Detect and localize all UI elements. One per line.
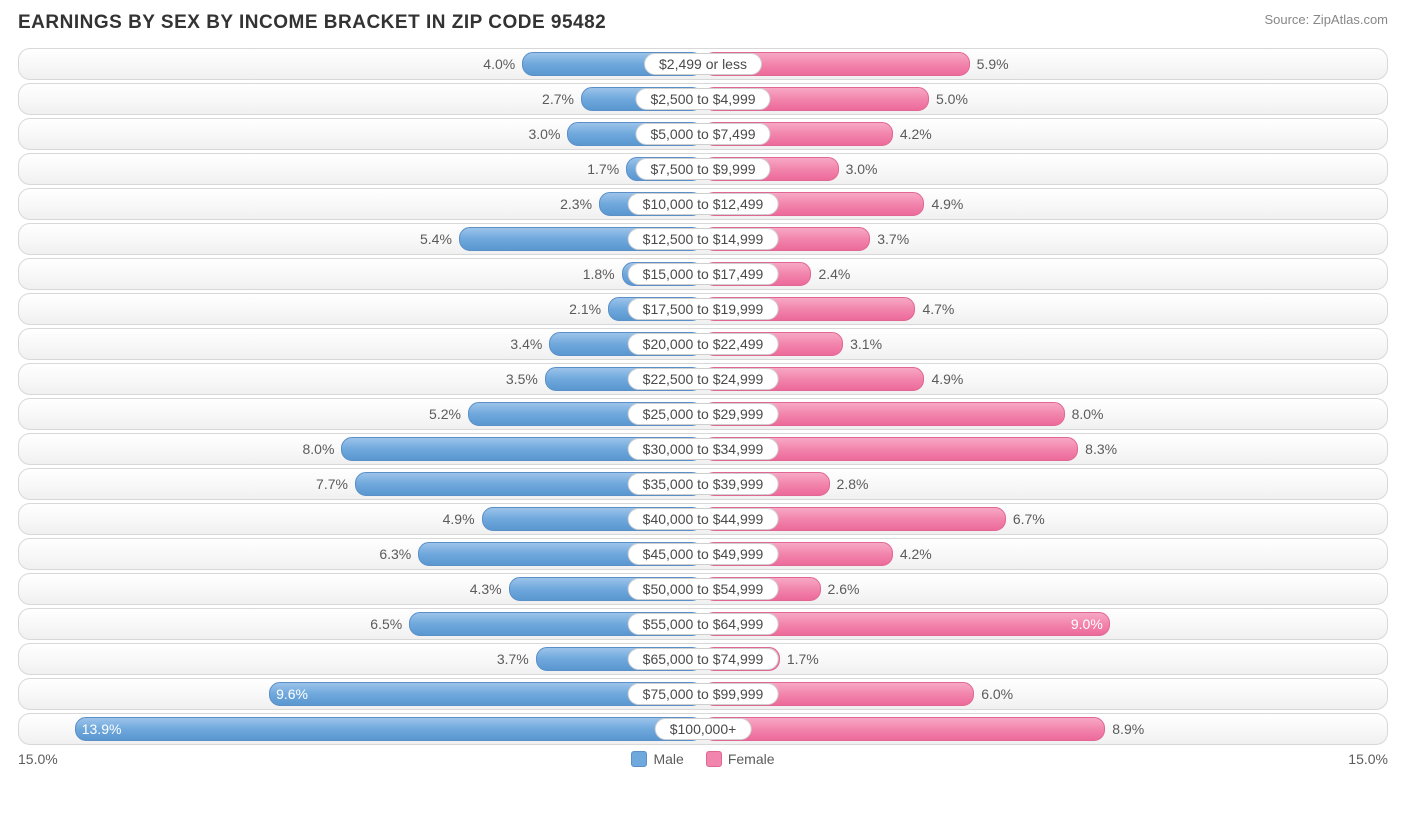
chart-row: 9.6% 6.0% $75,000 to $99,999 [18, 678, 1388, 710]
category-label: $15,000 to $17,499 [628, 263, 779, 285]
legend-female-label: Female [728, 751, 775, 767]
female-value: 8.3% [1077, 441, 1117, 457]
male-value: 1.8% [583, 266, 623, 282]
male-bar: 13.9% [75, 717, 703, 741]
category-label: $100,000+ [655, 718, 752, 740]
chart-row: 5.4% 3.7% $12,500 to $14,999 [18, 223, 1388, 255]
female-value: 2.8% [829, 476, 869, 492]
chart-row: 4.0% 5.9% $2,499 or less [18, 48, 1388, 80]
female-swatch-icon [706, 751, 722, 767]
male-value: 4.0% [483, 56, 523, 72]
category-label: $17,500 to $19,999 [628, 298, 779, 320]
male-value: 6.3% [379, 546, 419, 562]
chart-row: 3.0% 4.2% $5,000 to $7,499 [18, 118, 1388, 150]
diverging-bar-chart: 4.0% 5.9% $2,499 or less 2.7% 5.0% $2,500 to … [18, 48, 1388, 745]
chart-row: 4.3% 2.6% $50,000 to $54,999 [18, 573, 1388, 605]
chart-row: 3.5% 4.9% $22,500 to $24,999 [18, 363, 1388, 395]
female-value: 1.7% [779, 651, 819, 667]
category-label: $55,000 to $64,999 [628, 613, 779, 635]
male-value: 4.9% [443, 511, 483, 527]
chart-title: EARNINGS BY SEX BY INCOME BRACKET IN ZIP… [18, 12, 606, 34]
male-value: 8.0% [302, 441, 342, 457]
chart-row: 2.1% 4.7% $17,500 to $19,999 [18, 293, 1388, 325]
male-value: 5.2% [429, 406, 469, 422]
female-value: 5.9% [969, 56, 1009, 72]
category-label: $20,000 to $22,499 [628, 333, 779, 355]
chart-row: 7.7% 2.8% $35,000 to $39,999 [18, 468, 1388, 500]
male-value: 3.0% [528, 126, 568, 142]
legend: Male Female [58, 751, 1349, 767]
female-value: 3.7% [869, 231, 909, 247]
female-value: 5.0% [928, 91, 968, 107]
female-value: 4.7% [914, 301, 954, 317]
female-bar: 8.9% [703, 717, 1105, 741]
legend-item-male: Male [631, 751, 683, 767]
category-label: $2,499 or less [644, 53, 762, 75]
male-value: 7.7% [316, 476, 356, 492]
category-label: $5,000 to $7,499 [635, 123, 770, 145]
chart-row: 2.3% 4.9% $10,000 to $12,499 [18, 188, 1388, 220]
category-label: $10,000 to $12,499 [628, 193, 779, 215]
male-value: 3.5% [506, 371, 546, 387]
male-value: 1.7% [587, 161, 627, 177]
chart-row: 4.9% 6.7% $40,000 to $44,999 [18, 503, 1388, 535]
source-attribution: Source: ZipAtlas.com [1264, 12, 1388, 27]
category-label: $65,000 to $74,999 [628, 648, 779, 670]
category-label: $45,000 to $49,999 [628, 543, 779, 565]
category-label: $12,500 to $14,999 [628, 228, 779, 250]
female-value: 4.2% [892, 546, 932, 562]
category-label: $22,500 to $24,999 [628, 368, 779, 390]
male-value: 5.4% [420, 231, 460, 247]
category-label: $7,500 to $9,999 [635, 158, 770, 180]
male-value: 2.7% [542, 91, 582, 107]
female-value: 8.0% [1064, 406, 1104, 422]
category-label: $35,000 to $39,999 [628, 473, 779, 495]
female-value: 3.0% [838, 161, 878, 177]
male-swatch-icon [631, 751, 647, 767]
chart-row: 1.7% 3.0% $7,500 to $9,999 [18, 153, 1388, 185]
category-label: $2,500 to $4,999 [635, 88, 770, 110]
female-value: 6.0% [973, 686, 1013, 702]
female-value: 8.9% [1104, 721, 1144, 737]
male-value: 6.5% [370, 616, 410, 632]
chart-row: 6.3% 4.2% $45,000 to $49,999 [18, 538, 1388, 570]
male-value: 9.6% [276, 686, 308, 702]
male-value: 2.1% [569, 301, 609, 317]
female-value: 2.4% [810, 266, 850, 282]
male-value: 3.7% [497, 651, 537, 667]
male-value: 2.3% [560, 196, 600, 212]
male-value: 3.4% [510, 336, 550, 352]
female-value: 2.6% [820, 581, 860, 597]
legend-male-label: Male [653, 751, 683, 767]
category-label: $50,000 to $54,999 [628, 578, 779, 600]
axis-max-right: 15.0% [1348, 751, 1388, 767]
category-label: $40,000 to $44,999 [628, 508, 779, 530]
category-label: $25,000 to $29,999 [628, 403, 779, 425]
chart-row: 5.2% 8.0% $25,000 to $29,999 [18, 398, 1388, 430]
male-value: 13.9% [82, 721, 122, 737]
female-value: 4.2% [892, 126, 932, 142]
chart-row: 2.7% 5.0% $2,500 to $4,999 [18, 83, 1388, 115]
female-value: 4.9% [923, 371, 963, 387]
male-value: 4.3% [470, 581, 510, 597]
chart-row: 1.8% 2.4% $15,000 to $17,499 [18, 258, 1388, 290]
female-value: 6.7% [1005, 511, 1045, 527]
chart-row: 13.9%8.9%$100,000+ [18, 713, 1388, 745]
chart-row: 6.5% 9.0% $55,000 to $64,999 [18, 608, 1388, 640]
chart-row: 3.7% 1.7%$65,000 to $74,999 [18, 643, 1388, 675]
category-label: $30,000 to $34,999 [628, 438, 779, 460]
female-value: 3.1% [842, 336, 882, 352]
category-label: $75,000 to $99,999 [628, 683, 779, 705]
legend-item-female: Female [706, 751, 775, 767]
axis-max-left: 15.0% [18, 751, 58, 767]
female-value: 4.9% [923, 196, 963, 212]
chart-row: 8.0% 8.3% $30,000 to $34,999 [18, 433, 1388, 465]
female-value: 9.0% [1071, 616, 1103, 632]
chart-row: 3.4% 3.1% $20,000 to $22,499 [18, 328, 1388, 360]
